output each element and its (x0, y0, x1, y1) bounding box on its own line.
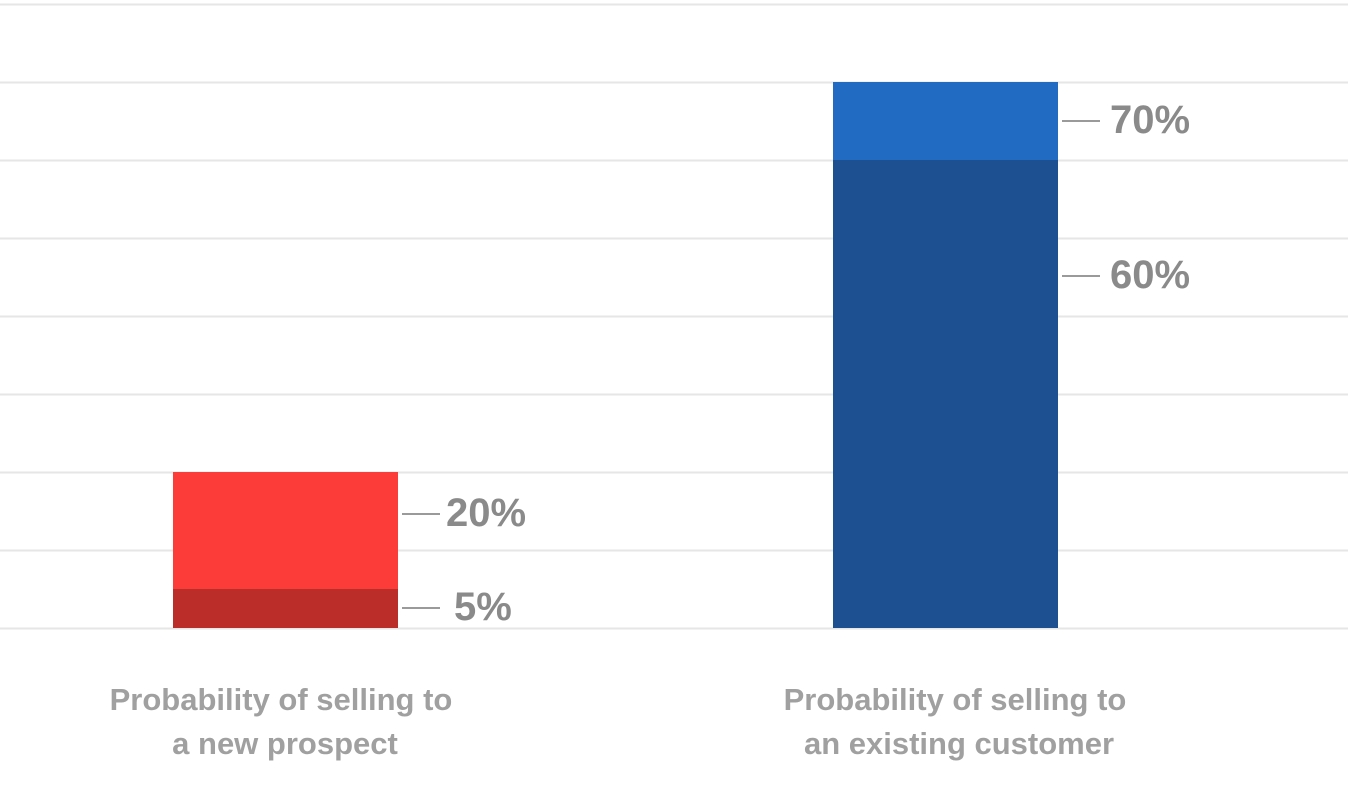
category-label-existing-customer-line2: an existing customer (804, 726, 1114, 761)
value-label-prospect-high: 20% (446, 491, 526, 535)
bars (173, 82, 1058, 628)
value-label-customer-high: 70% (1110, 98, 1190, 142)
category-label-new-prospect-line2: a new prospect (172, 726, 398, 761)
category-label-existing-customer-line1: Probability of selling to (784, 682, 1127, 717)
bar-existing-customer-high (833, 82, 1058, 160)
bar-existing-customer-low (833, 160, 1058, 628)
value-label-customer-low: 60% (1110, 253, 1190, 297)
value-label-prospect-low: 5% (454, 585, 512, 629)
category-label-new-prospect-line1: Probability of selling to (110, 682, 453, 717)
bar-new-prospect-high (173, 472, 398, 589)
bar-new-prospect-low (173, 589, 398, 628)
leader-lines (402, 120, 1100, 609)
